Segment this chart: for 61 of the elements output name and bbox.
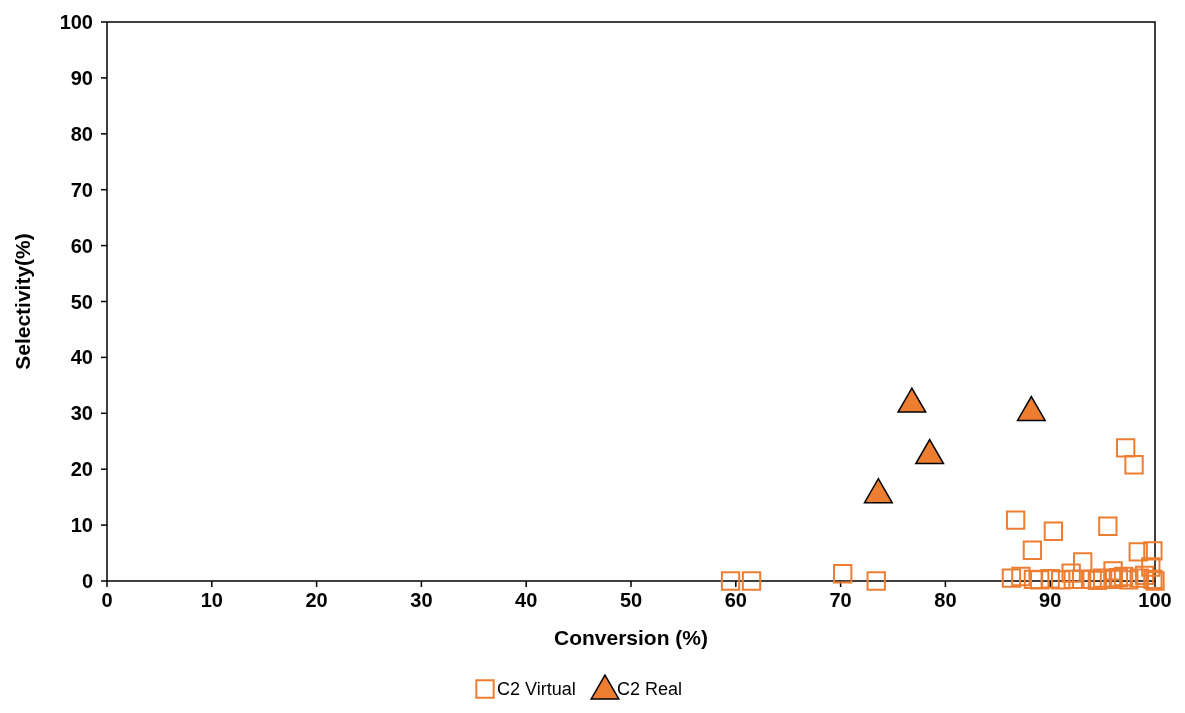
y-tick-label: 30 [70,402,93,425]
x-tick-label: 40 [515,589,538,611]
point [1129,568,1149,588]
y-tick-label: 60 [70,234,93,257]
point [1134,565,1155,586]
point [1001,568,1022,588]
point [1043,521,1063,541]
x-tick-label: 50 [619,589,643,611]
point [1023,569,1044,589]
x-tick-label: 80 [934,589,957,611]
y-tick-label: 100 [59,11,93,33]
point [1119,570,1139,590]
point [1016,395,1046,422]
x-tick-label: 0 [101,589,113,611]
y-tick-label: 40 [70,346,93,369]
point [741,571,762,591]
y-tick-label: 0 [81,570,93,592]
x-tick-label: 60 [724,589,747,611]
x-tick-label: 10 [200,589,223,611]
x-tick-label: 70 [829,589,852,611]
point [897,387,927,413]
point [1040,569,1060,589]
point [915,438,945,465]
point [1098,516,1118,536]
point [1092,568,1113,588]
point [1116,438,1136,458]
legend-label: C2 Virtual [497,679,576,699]
x-tick-label: 90 [1039,589,1062,611]
point [1082,569,1102,589]
x-tick-label: 20 [305,589,328,611]
y-tick-label: 10 [70,514,93,537]
x-tick-label: 100 [1138,589,1172,611]
point [1103,561,1123,581]
point [833,564,853,584]
point [1011,566,1031,587]
x-axis-title: Conversion (%) [553,626,709,649]
legend-label: C2 Real [617,679,683,699]
point [1124,455,1144,475]
point [1051,570,1071,590]
point [1087,570,1108,591]
point [1108,567,1128,588]
point [1128,542,1148,562]
point [1073,552,1093,572]
y-tick-label: 50 [70,290,93,313]
x-tick-label: 30 [410,589,433,611]
point [720,571,741,591]
y-tick-label: 70 [70,178,93,201]
point [1030,570,1050,590]
point [1141,557,1161,577]
point [1143,541,1163,561]
point [1022,540,1043,560]
point [1113,566,1134,587]
point [1005,510,1026,530]
y-tick-label: 90 [70,66,93,89]
y-axis-title: Selectivity(%) [11,233,34,370]
point [863,477,893,504]
y-tick-label: 20 [70,458,93,481]
point [1063,569,1083,589]
y-tick-label: 80 [70,122,93,145]
point [866,571,886,591]
point [1061,563,1081,583]
